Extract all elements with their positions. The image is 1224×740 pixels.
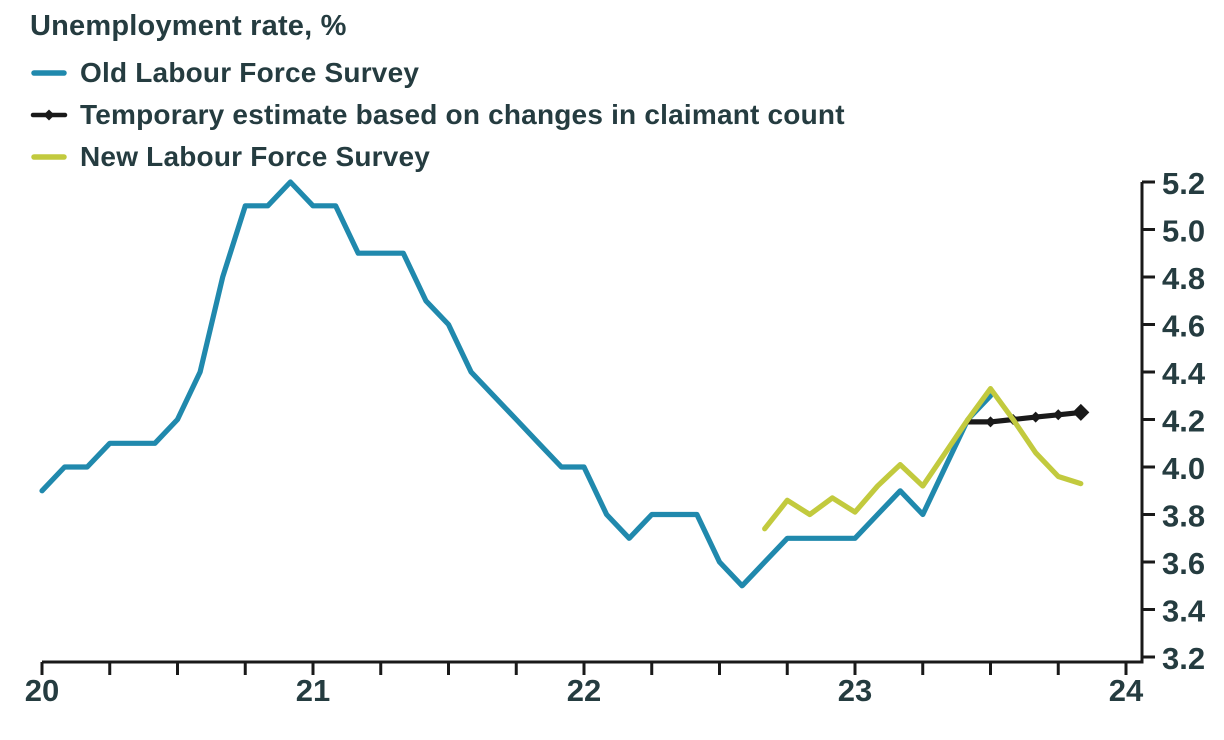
diamond-marker [1030,411,1042,423]
legend-label-new-lfs: New Labour Force Survey [80,141,431,172]
y-tick-label: 4.2 [1162,404,1205,439]
y-tick-label: 5.0 [1162,214,1205,249]
y-tick-label: 3.6 [1162,546,1205,581]
x-tick-label: 22 [567,673,601,708]
new-lfs-line-swatch-icon [31,154,67,160]
y-tick-label: 5.2 [1162,166,1205,201]
y-tick-label: 4.0 [1162,451,1205,486]
x-tick-label: 20 [25,673,59,708]
legend: Old Labour Force Survey Temporary estima… [30,52,845,178]
y-tick-label: 4.8 [1162,261,1205,296]
diamond-marker [1052,409,1064,421]
x-tick-label: 21 [296,673,330,708]
y-tick-label: 3.2 [1162,641,1205,676]
legend-item-old-lfs: Old Labour Force Survey [30,52,845,94]
y-tick-label: 4.6 [1162,309,1205,344]
old-lfs-line [39,179,994,589]
diamond-marker [985,416,997,428]
y-tick-label: 3.8 [1162,499,1205,534]
chart-title: Unemployment rate, % [30,10,347,42]
legend-label-old-lfs: Old Labour Force Survey [80,57,420,88]
claimant-estimate-line [965,409,1084,425]
legend-label-claimant-estimate: Temporary estimate based on changes in c… [80,99,845,130]
x-tick-label: 24 [1109,673,1144,708]
new-lfs-line [762,386,1084,532]
y-tick-label: 3.4 [1162,594,1206,629]
diamond-marker [1072,403,1090,421]
axis-lines [42,182,1144,664]
legend-item-claimant-estimate: Temporary estimate based on changes in c… [30,94,845,136]
claimant-estimate-line-diamond-swatch-icon [30,109,68,121]
x-tick-label: 23 [838,673,872,708]
legend-item-new-lfs: New Labour Force Survey [30,136,845,178]
old-lfs-line-swatch-icon [31,70,67,76]
y-tick-label: 4.4 [1162,356,1206,391]
